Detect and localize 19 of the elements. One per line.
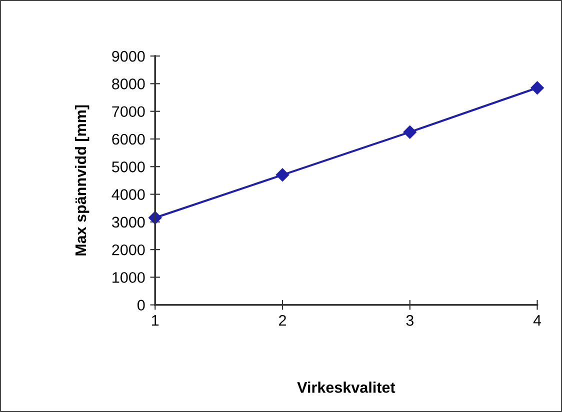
x-tick-label: 4: [533, 315, 542, 326]
y-tick-label: 6000: [112, 134, 145, 145]
x-tick-label: 1: [152, 315, 159, 326]
y-tick-label: 2000: [112, 244, 145, 256]
y-tick-label: 0: [137, 300, 145, 311]
y-tick-label: 4000: [112, 189, 145, 200]
x-tick-label: 3: [406, 315, 414, 326]
point: [276, 168, 290, 182]
x-axis-title: Virkeskvalitet: [297, 382, 396, 393]
y-tick-label: 9000: [112, 50, 145, 62]
point: [403, 125, 416, 139]
y-tick-label: 7000: [112, 106, 145, 118]
point: [530, 81, 544, 94]
y-tick-label: 8000: [112, 78, 145, 90]
y-axis-title: Max spännvidd [mm]: [74, 105, 90, 256]
y-tick-label: 3000: [112, 216, 145, 228]
y-tick-label: 1000: [112, 272, 145, 283]
x-tick-label: 2: [279, 315, 286, 326]
y-tick-label: 5000: [112, 162, 145, 172]
